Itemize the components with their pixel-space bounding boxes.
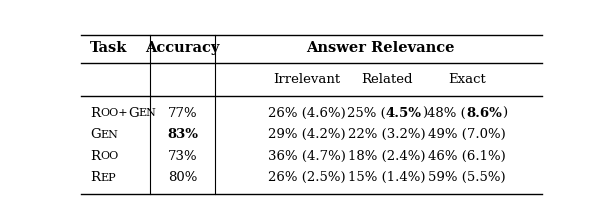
Text: OO: OO — [100, 151, 119, 161]
Text: R: R — [90, 171, 100, 184]
Text: 8.6%: 8.6% — [466, 107, 502, 120]
Text: Exact: Exact — [448, 73, 486, 86]
Text: Answer Relevance: Answer Relevance — [306, 41, 454, 56]
Text: 73%: 73% — [168, 150, 198, 163]
Text: EN: EN — [139, 108, 156, 118]
Text: 15% (1.4%): 15% (1.4%) — [348, 171, 426, 184]
Text: 26% (2.5%): 26% (2.5%) — [268, 171, 346, 184]
Text: 29% (4.2%): 29% (4.2%) — [268, 128, 346, 141]
Text: 18% (2.4%): 18% (2.4%) — [348, 150, 426, 163]
Text: Task: Task — [90, 41, 128, 56]
Text: EN: EN — [101, 130, 119, 140]
Text: 25% (: 25% ( — [347, 107, 386, 120]
Text: Related: Related — [361, 73, 413, 86]
Text: ): ) — [422, 107, 427, 120]
Text: 49% (7.0%): 49% (7.0%) — [428, 128, 506, 141]
Text: 36% (4.7%): 36% (4.7%) — [268, 150, 346, 163]
Text: R: R — [90, 107, 100, 120]
Text: Accuracy: Accuracy — [145, 41, 220, 56]
Text: EP: EP — [100, 173, 116, 183]
Text: 80%: 80% — [168, 171, 198, 184]
Text: 83%: 83% — [167, 128, 198, 141]
Text: 48% (: 48% ( — [427, 107, 466, 120]
Text: G: G — [128, 107, 139, 120]
Text: R: R — [90, 150, 100, 163]
Text: OO+: OO+ — [100, 108, 128, 118]
Text: 46% (6.1%): 46% (6.1%) — [428, 150, 506, 163]
Text: Irrelevant: Irrelevant — [274, 73, 340, 86]
Text: ): ) — [502, 107, 507, 120]
Text: 4.5%: 4.5% — [386, 107, 422, 120]
Text: 77%: 77% — [168, 107, 198, 120]
Text: 26% (4.6%): 26% (4.6%) — [268, 107, 346, 120]
Text: G: G — [90, 128, 101, 141]
Text: 59% (5.5%): 59% (5.5%) — [428, 171, 506, 184]
Text: 22% (3.2%): 22% (3.2%) — [348, 128, 426, 141]
